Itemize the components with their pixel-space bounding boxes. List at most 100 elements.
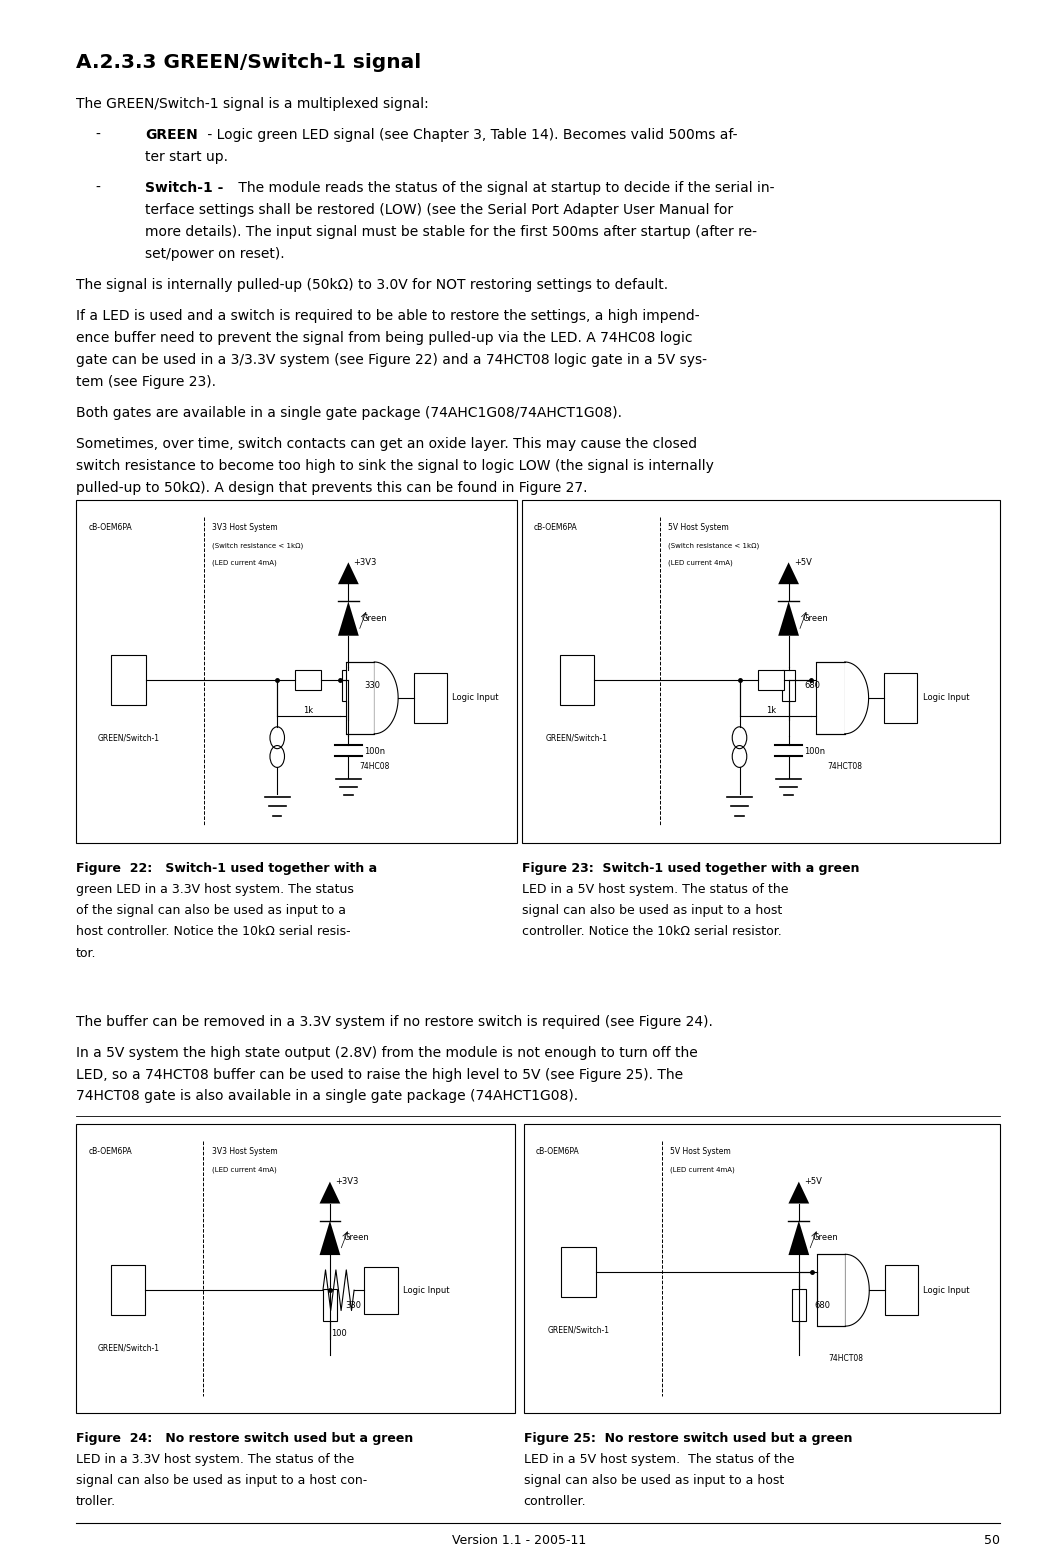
Text: Green: Green bbox=[344, 1234, 369, 1242]
Text: (Switch resistance < 1kΩ): (Switch resistance < 1kΩ) bbox=[212, 542, 303, 548]
Text: LED in a 5V host system. The status of the: LED in a 5V host system. The status of t… bbox=[522, 884, 788, 897]
Bar bbox=[561, 1248, 595, 1298]
Bar bbox=[524, 1125, 1000, 1414]
Text: cB-OEM6PA: cB-OEM6PA bbox=[88, 1148, 132, 1156]
Text: Figure 25:  No restore switch used but a green: Figure 25: No restore switch used but a … bbox=[524, 1432, 852, 1445]
Bar bbox=[323, 1290, 337, 1321]
Text: Green: Green bbox=[812, 1234, 838, 1242]
Text: Switch-1 -: Switch-1 - bbox=[145, 181, 223, 195]
Text: A.2.3.3 GREEN/Switch-1 signal: A.2.3.3 GREEN/Switch-1 signal bbox=[76, 53, 421, 72]
Text: 74HCT08: 74HCT08 bbox=[827, 762, 862, 772]
Bar bbox=[111, 1265, 145, 1315]
Text: GREEN: GREEN bbox=[145, 128, 198, 142]
Text: +5V: +5V bbox=[794, 558, 811, 567]
Text: 100n: 100n bbox=[804, 747, 825, 756]
Bar bbox=[76, 500, 517, 843]
Text: GREEN/Switch-1: GREEN/Switch-1 bbox=[98, 733, 159, 742]
Text: Figure  24:   No restore switch used but a green: Figure 24: No restore switch used but a … bbox=[76, 1432, 414, 1445]
Text: -: - bbox=[96, 181, 101, 195]
Text: Version 1.1 - 2005-11: Version 1.1 - 2005-11 bbox=[452, 1534, 587, 1546]
Text: LED, so a 74HCT08 buffer can be used to raise the high level to 5V (see Figure 2: LED, so a 74HCT08 buffer can be used to … bbox=[76, 1068, 683, 1081]
Polygon shape bbox=[845, 662, 869, 734]
Polygon shape bbox=[789, 1221, 809, 1256]
Text: Logic Input: Logic Input bbox=[452, 694, 499, 703]
Text: 1k: 1k bbox=[766, 706, 776, 715]
Text: 50: 50 bbox=[984, 1534, 1000, 1546]
Text: Logic Input: Logic Input bbox=[403, 1286, 450, 1295]
Text: The GREEN/Switch-1 signal is a multiplexed signal:: The GREEN/Switch-1 signal is a multiplex… bbox=[76, 97, 429, 111]
Bar bbox=[817, 662, 845, 734]
Text: (Switch resistance < 1kΩ): (Switch resistance < 1kΩ) bbox=[668, 542, 760, 548]
Polygon shape bbox=[338, 562, 358, 584]
Text: Green: Green bbox=[802, 614, 828, 623]
Text: cB-OEM6PA: cB-OEM6PA bbox=[534, 523, 578, 533]
Bar bbox=[365, 1267, 398, 1314]
Text: Both gates are available in a single gate package (74AHC1G08/74AHCT1G08).: Both gates are available in a single gat… bbox=[76, 406, 622, 420]
Text: cB-OEM6PA: cB-OEM6PA bbox=[536, 1148, 580, 1156]
Text: Logic Input: Logic Input bbox=[924, 1286, 969, 1295]
Text: LED in a 5V host system.  The status of the: LED in a 5V host system. The status of t… bbox=[524, 1453, 794, 1465]
Text: 100n: 100n bbox=[364, 747, 385, 756]
Bar bbox=[782, 670, 796, 701]
Bar bbox=[884, 673, 917, 723]
Bar bbox=[817, 1254, 846, 1326]
Text: pulled-up to 50kΩ). A design that prevents this can be found in Figure 27.: pulled-up to 50kΩ). A design that preven… bbox=[76, 481, 587, 495]
Text: Sometimes, over time, switch contacts can get an oxide layer. This may cause the: Sometimes, over time, switch contacts ca… bbox=[76, 437, 697, 451]
Text: 3V3 Host System: 3V3 Host System bbox=[212, 523, 277, 533]
Polygon shape bbox=[778, 601, 799, 636]
Text: The buffer can be removed in a 3.3V system if no restore switch is required (see: The buffer can be removed in a 3.3V syst… bbox=[76, 1015, 713, 1028]
Text: (LED current 4mA): (LED current 4mA) bbox=[212, 1167, 276, 1173]
Text: Figure 23:  Switch-1 used together with a green: Figure 23: Switch-1 used together with a… bbox=[522, 862, 859, 875]
Bar bbox=[885, 1265, 918, 1315]
Text: tor.: tor. bbox=[76, 947, 97, 959]
Bar bbox=[342, 670, 355, 701]
Text: tem (see Figure 23).: tem (see Figure 23). bbox=[76, 375, 216, 389]
Text: Logic Input: Logic Input bbox=[923, 694, 969, 703]
Text: of the signal can also be used as input to a: of the signal can also be used as input … bbox=[76, 904, 346, 917]
Text: ence buffer need to prevent the signal from being pulled-up via the LED. A 74HC0: ence buffer need to prevent the signal f… bbox=[76, 331, 692, 345]
Text: 74HC08: 74HC08 bbox=[359, 762, 390, 772]
Bar bbox=[792, 1290, 805, 1321]
Text: 330: 330 bbox=[346, 1301, 362, 1309]
Text: Figure  22:   Switch-1 used together with a: Figure 22: Switch-1 used together with a bbox=[76, 862, 377, 875]
Text: signal can also be used as input to a host: signal can also be used as input to a ho… bbox=[524, 1475, 783, 1487]
Text: +3V3: +3V3 bbox=[336, 1178, 358, 1186]
Text: more details). The input signal must be stable for the first 500ms after startup: more details). The input signal must be … bbox=[145, 225, 757, 239]
Polygon shape bbox=[846, 1254, 870, 1326]
Text: GREEN/Switch-1: GREEN/Switch-1 bbox=[548, 1326, 610, 1334]
Text: 680: 680 bbox=[815, 1301, 830, 1309]
Text: set/power on reset).: set/power on reset). bbox=[145, 247, 285, 261]
Text: -: - bbox=[96, 128, 101, 142]
Text: In a 5V system the high state output (2.8V) from the module is not enough to tur: In a 5V system the high state output (2.… bbox=[76, 1047, 697, 1059]
Text: GREEN/Switch-1: GREEN/Switch-1 bbox=[98, 1343, 159, 1353]
Text: 74HCT08: 74HCT08 bbox=[828, 1354, 862, 1364]
Text: gate can be used in a 3/3.3V system (see Figure 22) and a 74HCT08 logic gate in : gate can be used in a 3/3.3V system (see… bbox=[76, 353, 707, 367]
Text: 74HCT08 gate is also available in a single gate package (74AHCT1G08).: 74HCT08 gate is also available in a sing… bbox=[76, 1090, 578, 1103]
Bar bbox=[522, 500, 1000, 843]
Bar bbox=[414, 673, 447, 723]
Text: signal can also be used as input to a host: signal can also be used as input to a ho… bbox=[522, 904, 781, 917]
Text: If a LED is used and a switch is required to be able to restore the settings, a : If a LED is used and a switch is require… bbox=[76, 309, 699, 323]
Text: (LED current 4mA): (LED current 4mA) bbox=[670, 1167, 735, 1173]
Text: +5V: +5V bbox=[804, 1178, 822, 1186]
Text: 330: 330 bbox=[364, 681, 380, 690]
Text: switch resistance to become too high to sink the signal to logic LOW (the signal: switch resistance to become too high to … bbox=[76, 459, 714, 473]
Bar bbox=[559, 654, 594, 704]
Polygon shape bbox=[320, 1221, 341, 1256]
Text: Green: Green bbox=[362, 614, 388, 623]
Text: green LED in a 3.3V host system. The status: green LED in a 3.3V host system. The sta… bbox=[76, 884, 353, 897]
Text: GREEN/Switch-1: GREEN/Switch-1 bbox=[545, 733, 608, 742]
Bar bbox=[346, 662, 374, 734]
Text: 100: 100 bbox=[330, 1329, 346, 1339]
Text: 680: 680 bbox=[804, 681, 820, 690]
Text: controller.: controller. bbox=[524, 1495, 586, 1507]
Polygon shape bbox=[320, 1182, 341, 1204]
Text: 1k: 1k bbox=[303, 706, 314, 715]
Polygon shape bbox=[789, 1182, 809, 1204]
Text: controller. Notice the 10kΩ serial resistor.: controller. Notice the 10kΩ serial resis… bbox=[522, 926, 781, 939]
Text: 5V Host System: 5V Host System bbox=[668, 523, 729, 533]
Bar bbox=[76, 1125, 515, 1414]
Text: (LED current 4mA): (LED current 4mA) bbox=[668, 559, 734, 565]
Polygon shape bbox=[374, 662, 398, 734]
Text: (LED current 4mA): (LED current 4mA) bbox=[212, 559, 277, 565]
